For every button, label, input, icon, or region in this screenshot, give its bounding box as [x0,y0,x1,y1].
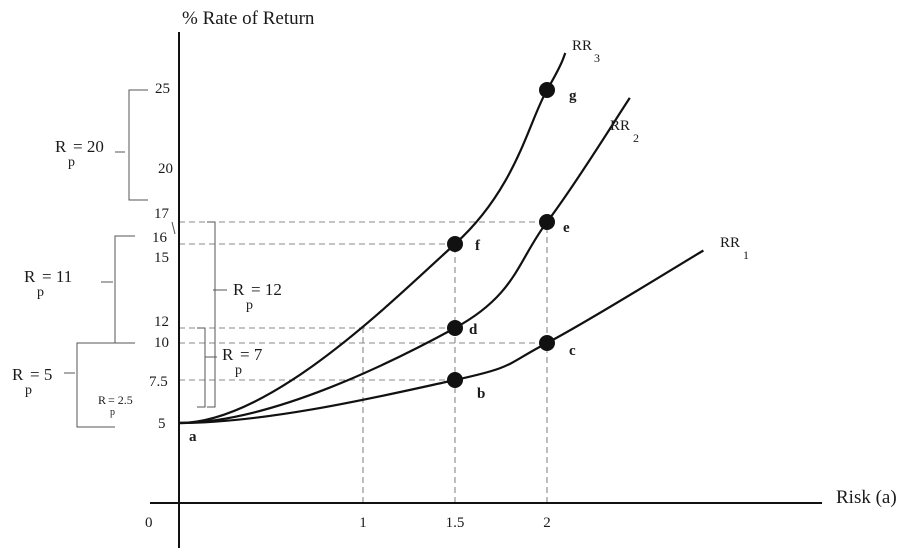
rp-label-value: = 5 [30,365,52,384]
x-axis-title: Risk (a) [836,487,897,508]
rp-label: R [12,365,24,384]
point-label-a: a [189,429,197,445]
x-tick-label: 2 [543,515,551,531]
curve-rr1 [178,249,704,425]
rp-label-value: = 11 [42,267,72,286]
origin-label: 0 [145,515,153,531]
curve-label: RR [720,235,740,251]
curve-label-sub: 3 [594,51,600,65]
point-f [447,236,463,252]
rp-bracket [114,235,135,344]
y-tick-label: 10 [154,335,169,351]
x-tick-label: 1.5 [446,515,465,531]
rp-label: R [233,280,245,299]
rp-bracket [128,89,148,201]
rp-bracket [207,221,216,408]
tick-arrow [171,221,176,235]
rp-label-value: = 7 [240,345,263,364]
point-b [447,372,463,388]
point-c [539,335,555,351]
y-tick-label: 17 [154,206,170,222]
point-d [447,320,463,336]
point-label-f: f [475,238,481,254]
y-tick-label: 25 [155,81,170,97]
point-label-d: d [469,322,478,338]
curve-rr2 [178,97,631,425]
rp-label-sub: p [246,298,253,313]
x-tick-label: 1 [359,515,367,531]
curve-label: RR [572,38,592,54]
points [447,82,555,388]
curves [178,52,704,425]
rp-label-sub: p [235,363,242,378]
rp-bracket [197,327,206,408]
rp-label-value: = 12 [251,280,282,299]
point-e [539,214,555,230]
rp-label-sub: p [68,155,75,170]
rp-label-sub: p [37,285,44,300]
y-tick-label: 20 [158,161,173,177]
guide-lines [179,221,548,503]
curve-label: RR [610,118,630,134]
rp-label: R [24,267,36,286]
curve-rr3 [178,52,567,425]
point-label-b: b [477,386,485,402]
curve-label-sub: 1 [743,248,749,262]
rp-label: R [55,137,67,156]
point-label-g: g [569,88,577,104]
y-tick-label: 15 [154,250,169,266]
rp-label-sub: p [110,407,115,418]
y-tick-label: 12 [154,314,169,330]
rp-label-value: = 20 [73,137,104,156]
y-tick-label: 16 [152,230,168,246]
rp-label: R [98,393,106,407]
curve-label-sub: 2 [633,131,639,145]
point-label-c: c [569,343,576,359]
rp-label-value: = 2.5 [108,393,133,407]
point-label-e: e [563,220,570,236]
y-tick-label: 5 [158,416,166,432]
rp-bracket [76,342,115,428]
y-tick-label: 7.5 [149,374,168,390]
rp-label: R [222,345,234,364]
point-g [539,82,555,98]
y-axis-title: % Rate of Return [182,8,315,29]
rp-label-sub: p [25,383,32,398]
